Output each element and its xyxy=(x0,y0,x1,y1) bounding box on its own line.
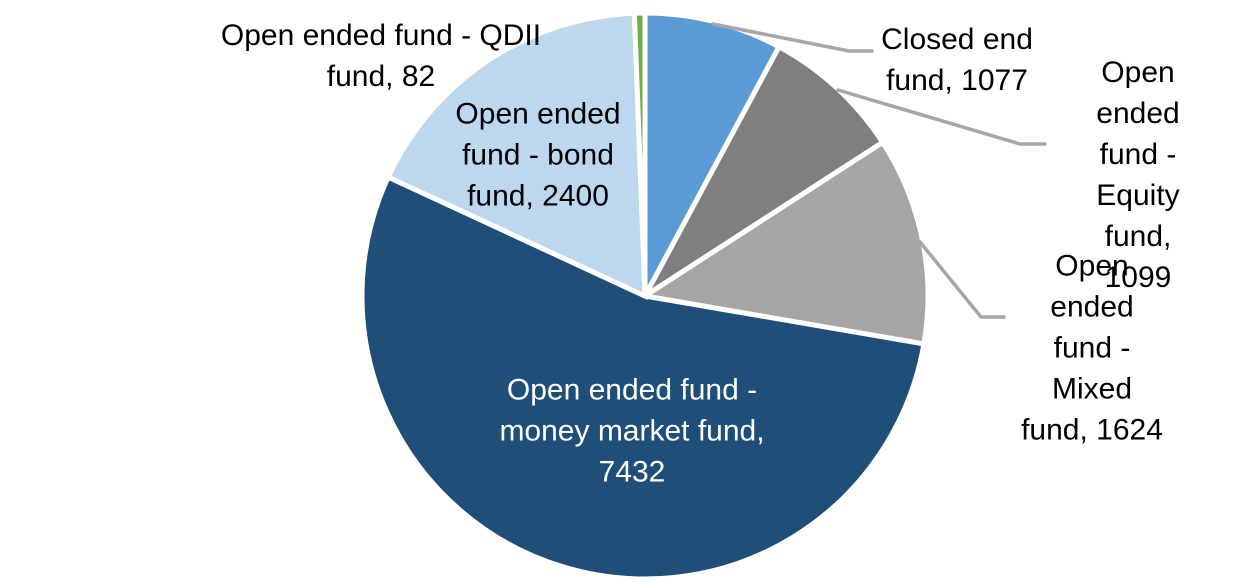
leader-line-closed-end-fund xyxy=(711,22,874,53)
pie-slice-open-ended-fund-bond-fund xyxy=(384,10,648,300)
pie-slice-open-ended-fund-money-market-fund xyxy=(359,173,927,582)
pie-slice-open-ended-fund-equity-fund xyxy=(642,43,887,299)
leader-line-open-ended-fund-mixed-fund xyxy=(918,240,1006,319)
leader-line-open-ended-fund-equity-fund xyxy=(836,88,1047,146)
pie-slice-closed-end-fund xyxy=(642,10,783,298)
pie-slice-open-ended-fund-mixed-fund xyxy=(638,138,931,347)
pie-slice-open-ended-fund-qdii-fund xyxy=(631,10,648,297)
